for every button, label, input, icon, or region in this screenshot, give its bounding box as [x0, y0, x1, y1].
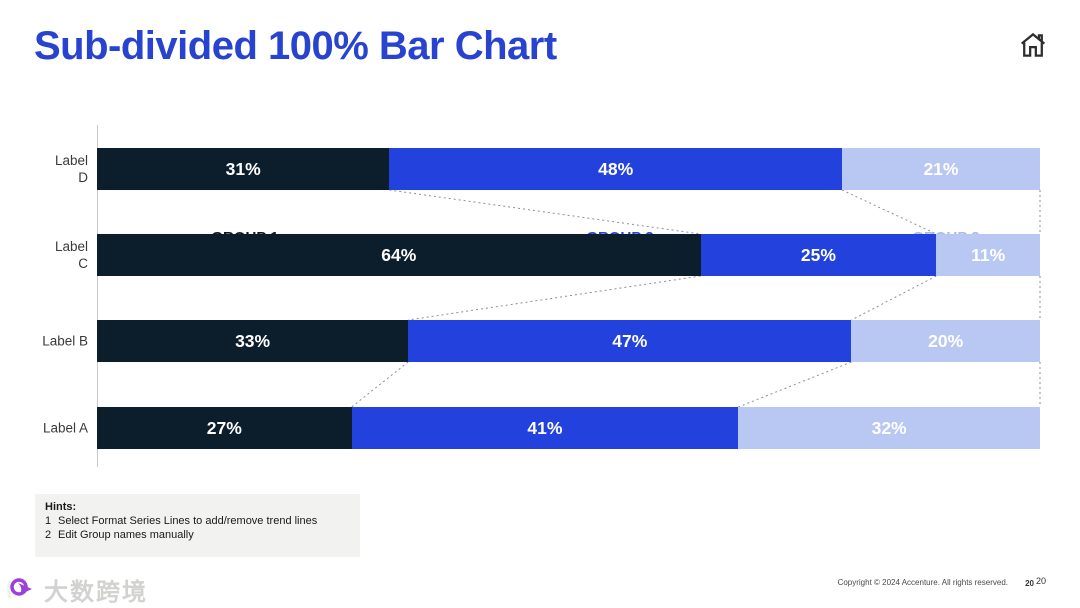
segment-value-label: 32% — [871, 417, 907, 438]
home-icon[interactable] — [1016, 28, 1050, 62]
watermark-logo-icon — [7, 577, 32, 598]
page-title: Sub-divided 100% Bar Chart — [34, 24, 557, 68]
row-label-label-c: Label C — [54, 239, 88, 271]
bar-segment: 48% — [389, 148, 842, 190]
bar-segment: 21% — [841, 148, 1040, 190]
segment-value-label: 25% — [800, 244, 836, 265]
bar-row-label-d: 31% 48% 21% — [97, 148, 1040, 190]
bar-segment: 27% — [97, 407, 352, 449]
watermark-text: 大数跨境 — [44, 579, 148, 606]
bar-segment: 33% — [97, 320, 409, 362]
bar-segment: 47% — [408, 320, 852, 362]
bar-segment: 64% — [97, 234, 701, 276]
segment-value-label: 31% — [225, 158, 261, 179]
trend-line — [351, 361, 409, 408]
bar-segment: 41% — [351, 407, 739, 449]
copyright-text: Copyright © 2024 Accenture. All rights r… — [837, 578, 1008, 587]
bar-segment: 11% — [936, 234, 1040, 276]
trend-line — [408, 275, 701, 321]
hint-number: 1 — [45, 515, 52, 527]
hint-text: Edit Group names manually — [58, 529, 194, 541]
page-number: 20 20 — [1025, 576, 1046, 588]
segment-value-label: 33% — [235, 330, 271, 351]
hints-title: Hints: — [45, 501, 77, 513]
stacked-bar-chart: GROUP 1GROUP 2GROUP 3 LabelD31%48%21%Lab… — [0, 125, 1080, 467]
trend-line — [841, 189, 937, 235]
bar-segment: 25% — [700, 234, 937, 276]
trend-line — [389, 189, 701, 235]
segment-value-label: 48% — [598, 158, 634, 179]
bar-segment: 32% — [738, 407, 1040, 449]
segment-value-label: 11% — [971, 244, 1006, 265]
hint-item: 2 Edit Group names manually — [45, 529, 350, 541]
hint-item: 1 Select Format Series Lines to add/remo… — [45, 515, 350, 527]
hint-text: Select Format Series Lines to add/remove… — [58, 515, 318, 527]
segment-value-label: 20% — [928, 330, 964, 351]
hints-box: Hints: 1 Select Format Series Lines to a… — [35, 494, 360, 557]
watermark: 大数跨境 — [4, 572, 148, 607]
hint-number: 2 — [45, 529, 52, 541]
row-label-label-a: Label A — [42, 420, 88, 436]
row-label-label-b: Label B — [42, 333, 88, 349]
bar-row-label-b: 33% 47% 20% — [97, 320, 1040, 362]
trend-line — [738, 361, 852, 408]
segment-value-label: 41% — [527, 417, 563, 438]
bar-segment: 31% — [97, 148, 390, 190]
segment-value-label: 64% — [381, 244, 417, 265]
trend-line — [851, 275, 937, 321]
segment-value-label: 27% — [206, 417, 242, 438]
bar-row-label-c: 64% 25% 11% — [97, 234, 1040, 276]
bar-segment: 20% — [851, 320, 1040, 362]
row-label-label-d: Label D — [54, 153, 88, 185]
segment-value-label: 47% — [612, 330, 648, 351]
segment-value-label: 21% — [923, 158, 959, 179]
y-axis-line — [97, 125, 98, 467]
bar-row-label-a: 27% 41% 32% — [97, 407, 1040, 449]
